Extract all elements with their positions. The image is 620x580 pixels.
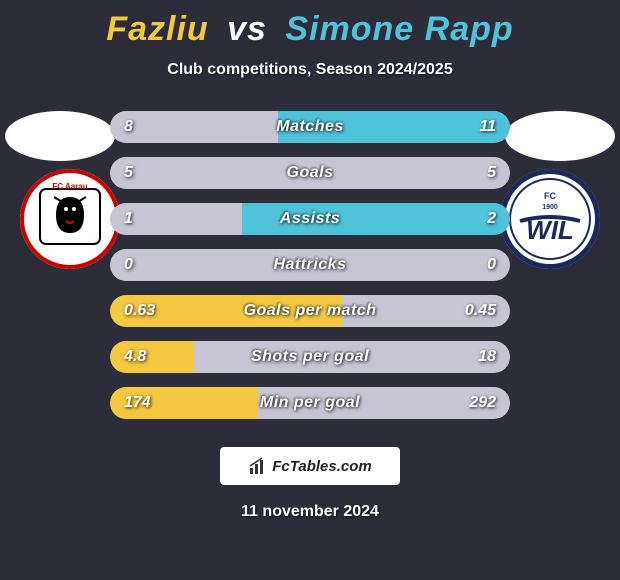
stats-container: 811Matches 55Goals 12Assists 00Hattricks 0.6… (110, 111, 510, 419)
svg-text:FC Aarau: FC Aarau (52, 182, 87, 191)
wil-badge-icon: FC 1900 WIL (500, 169, 600, 269)
svg-text:FC: FC (544, 191, 556, 201)
stat-label: Hattricks (110, 256, 510, 274)
stat-row: 00Hattricks (110, 249, 510, 281)
main-content: FC Aarau FC 1900 WIL 811Matches 55Goals 12… (0, 111, 620, 419)
site-logo: FcTables.com (220, 447, 400, 485)
stat-row: 174292Min per goal (110, 387, 510, 419)
left-ellipse-decor (5, 111, 115, 161)
site-name: FcTables.com (272, 458, 371, 475)
aarau-badge-icon: FC Aarau (20, 169, 120, 269)
stat-label: Goals per match (110, 302, 510, 320)
stat-row: 4.818Shots per goal (110, 341, 510, 373)
stat-label: Matches (110, 118, 510, 136)
stat-row: 12Assists (110, 203, 510, 235)
team-badge-left: FC Aarau (20, 169, 120, 269)
date-text: 11 november 2024 (0, 503, 620, 521)
player1-name: Fazliu (106, 10, 208, 48)
chart-icon (248, 456, 268, 476)
comparison-title: Fazliu vs Simone Rapp (0, 0, 620, 49)
stat-label: Goals (110, 164, 510, 182)
vs-text: vs (227, 10, 267, 48)
stat-row: 811Matches (110, 111, 510, 143)
right-ellipse-decor (505, 111, 615, 161)
stat-label: Shots per goal (110, 348, 510, 366)
stat-label: Min per goal (110, 394, 510, 412)
team-badge-right: FC 1900 WIL (500, 169, 600, 269)
svg-text:1900: 1900 (542, 204, 558, 211)
player2-name: Simone Rapp (285, 10, 513, 48)
stat-row: 0.630.45Goals per match (110, 295, 510, 327)
subtitle: Club competitions, Season 2024/2025 (0, 61, 620, 79)
stat-row: 55Goals (110, 157, 510, 189)
stat-label: Assists (110, 210, 510, 228)
